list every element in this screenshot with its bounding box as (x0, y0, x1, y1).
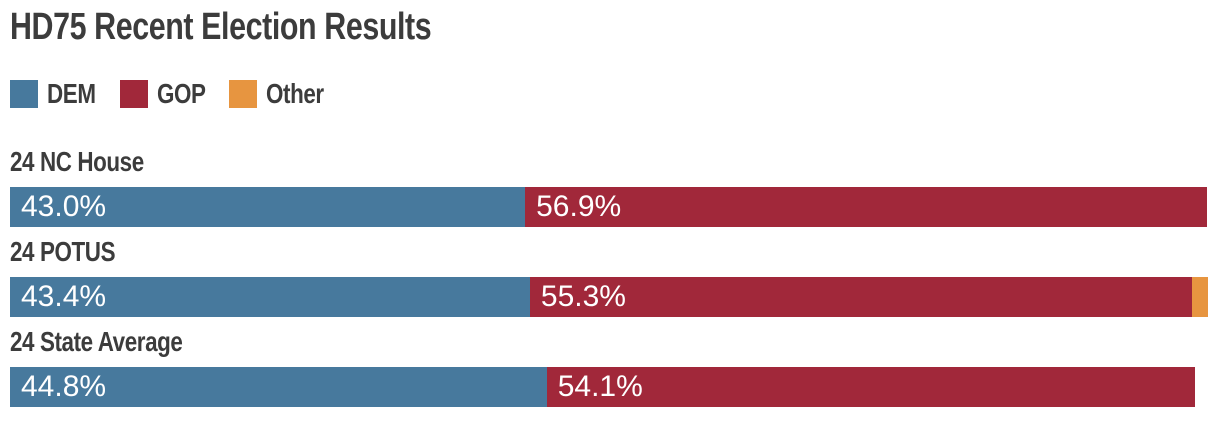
stacked-bar: 43.4% 55.3% (10, 277, 1208, 317)
bar-segment-other (1192, 277, 1208, 317)
chart-rows: 24 NC House 43.0% 56.9% 24 POTUS 43.4% 55.3% 2… (10, 148, 1208, 407)
legend-label-text: DEM (47, 78, 96, 109)
row-label: 24 NC House (10, 148, 1208, 176)
legend: DEM GOP Other (10, 80, 1208, 108)
legend-item-dem: DEM (10, 80, 108, 108)
row-label-text: 24 State Average (10, 326, 183, 357)
legend-label-text: Other (266, 78, 325, 109)
legend-swatch-gop (119, 80, 148, 108)
page-title: HD75 Recent Election Results (10, 4, 1208, 50)
legend-swatch-other (229, 80, 258, 108)
stacked-bar: 44.8% 54.1% (10, 367, 1208, 407)
bar-segment-gop: 56.9% (525, 187, 1207, 227)
bar-segment-gop: 54.1% (546, 367, 1195, 407)
election-results-chart: HD75 Recent Election Results DEM GOP Other… (0, 4, 1220, 407)
bar-segment-dem: 43.4% (10, 277, 530, 317)
legend-label: DEM (47, 80, 108, 108)
bar-segment-dem: 43.0% (10, 187, 526, 227)
legend-label: Other (266, 80, 338, 108)
row-label-text: 24 POTUS (10, 236, 116, 267)
legend-label: GOP (157, 80, 218, 108)
page-title-text: HD75 Recent Election Results (10, 6, 432, 48)
segment-value-label: 43.4% (21, 280, 107, 313)
legend-item-gop: GOP (119, 80, 218, 108)
legend-swatch-dem (10, 80, 38, 108)
segment-value-label: 56.9% (536, 190, 622, 223)
legend-label-text: GOP (156, 78, 206, 109)
row-label-text: 24 NC House (10, 146, 144, 177)
row-label: 24 POTUS (10, 238, 1208, 266)
bar-segment-dem: 44.8% (10, 367, 547, 407)
segment-value-label: 43.0% (21, 190, 107, 223)
segment-value-label: 54.1% (557, 370, 643, 403)
segment-value-label: 44.8% (21, 370, 107, 403)
stacked-bar: 43.0% 56.9% (10, 187, 1208, 227)
bar-segment-gop: 55.3% (529, 277, 1193, 317)
segment-value-label: 55.3% (540, 280, 626, 313)
legend-item-other: Other (229, 80, 338, 108)
row-label: 24 State Average (10, 328, 1208, 356)
